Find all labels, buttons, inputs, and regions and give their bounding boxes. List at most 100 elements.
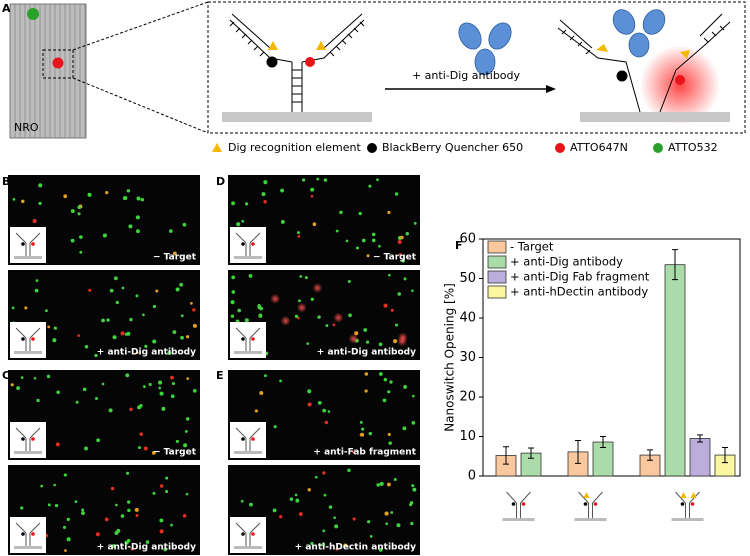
inset-quencher — [21, 337, 25, 341]
spot — [272, 508, 277, 513]
spot — [165, 476, 169, 480]
spot — [294, 314, 299, 319]
inset-quencher — [21, 532, 25, 536]
spot — [47, 503, 51, 507]
spot — [352, 450, 356, 454]
spot — [21, 199, 25, 204]
spot — [130, 547, 134, 551]
error-bar — [672, 249, 678, 281]
image-caption: − Target — [373, 253, 417, 263]
spot — [165, 489, 169, 494]
icon-switch — [506, 491, 531, 518]
spot — [307, 389, 312, 394]
icon-quencher — [583, 502, 588, 506]
spot — [396, 523, 401, 528]
spot — [279, 515, 283, 519]
spot — [168, 229, 173, 233]
inset-switch — [15, 427, 41, 451]
spot — [128, 224, 133, 229]
icon-dig — [690, 492, 697, 498]
spot — [360, 432, 365, 437]
spot — [388, 441, 392, 445]
spot — [385, 522, 388, 526]
spot — [33, 376, 37, 380]
image-caption: − Target — [153, 448, 197, 458]
spot — [384, 511, 389, 516]
spot — [399, 252, 402, 256]
micrograph: + anti-Dig antibody — [8, 465, 200, 555]
inset-switch — [15, 327, 41, 351]
category-icon — [574, 491, 607, 521]
spot — [124, 540, 129, 545]
spot — [79, 250, 83, 254]
nanoswitch-closed — [222, 13, 372, 122]
spot — [75, 400, 79, 404]
image-caption: − Target — [153, 253, 197, 263]
spot — [108, 408, 113, 413]
spot — [307, 402, 312, 407]
image-caption: + anti-Dig antibody — [97, 543, 196, 553]
spot — [55, 442, 60, 447]
y-tick-label: 0 — [468, 469, 476, 484]
spot — [302, 178, 306, 182]
glow-spot — [397, 336, 408, 347]
spot — [254, 409, 258, 413]
spot — [190, 301, 193, 305]
spot — [12, 197, 16, 201]
icon-dig — [680, 492, 687, 498]
spot — [335, 229, 339, 233]
spot — [379, 481, 384, 486]
spot — [231, 275, 236, 280]
spot — [16, 386, 21, 391]
glow-spot — [296, 302, 307, 313]
error-bar — [575, 439, 581, 464]
spot — [298, 512, 303, 516]
spot — [120, 514, 125, 518]
spot — [364, 372, 369, 376]
inset-surface — [234, 546, 262, 549]
spot — [312, 222, 317, 227]
y-tick-label: 50 — [459, 271, 476, 286]
inset-quencher — [21, 242, 25, 246]
spot — [185, 417, 190, 421]
icon-quencher — [511, 502, 516, 506]
spot — [280, 188, 284, 193]
spot — [127, 500, 131, 504]
legend-symbol — [653, 143, 663, 153]
spot — [261, 192, 266, 197]
spot — [310, 541, 314, 546]
spot — [135, 514, 139, 517]
spot — [364, 389, 368, 393]
inset-dye — [251, 242, 255, 246]
spot — [400, 235, 404, 240]
spot — [74, 500, 78, 504]
y-tick-label: 10 — [459, 429, 476, 444]
legend-label: + anti-hDectin antibody — [510, 285, 648, 299]
spot — [412, 487, 417, 492]
icon-dye — [593, 502, 598, 506]
inset-switch — [235, 327, 261, 351]
spot — [159, 484, 164, 488]
category-icon — [502, 491, 535, 521]
arrowhead — [546, 85, 556, 93]
icon-quencher — [680, 502, 685, 506]
spot — [123, 196, 128, 200]
spot — [369, 534, 373, 538]
spot — [297, 234, 301, 238]
spot — [411, 289, 414, 292]
spot — [148, 382, 152, 387]
spot — [38, 183, 43, 188]
spot — [101, 382, 105, 386]
spot — [66, 537, 71, 542]
spot — [171, 381, 175, 386]
spot — [249, 502, 253, 507]
legend-swatch — [487, 255, 507, 269]
inset-dye — [251, 437, 255, 441]
inset-surface — [234, 451, 262, 454]
spot — [175, 439, 179, 443]
spot — [183, 443, 188, 448]
spot — [64, 549, 67, 552]
spot — [79, 235, 83, 239]
spot — [167, 350, 172, 355]
spot — [411, 394, 415, 398]
